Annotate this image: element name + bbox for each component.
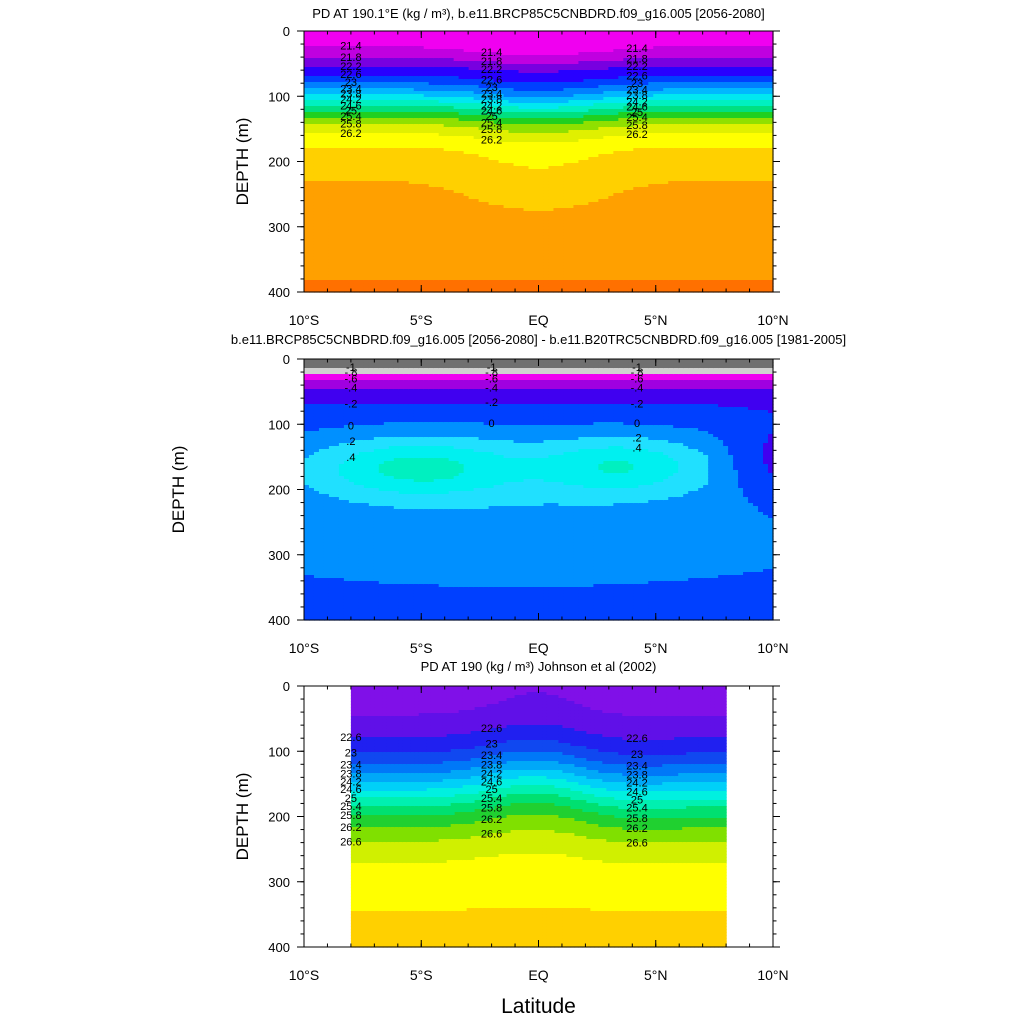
- panel-1: 21.421.4 21.421.8 21.8 21.822.2 22.2 22.222.6…: [233, 6, 789, 328]
- figure: 21.4 21.4 21.4 21.8 21.8 21.8 22.2 22.2 22.2 22.6…: [0, 0, 1024, 1024]
- figure-svg: 21.421.4 21.421.8 21.8 21.822.2 22.2 22.222.6…: [0, 0, 1024, 1024]
- filled-contours: [304, 31, 774, 293]
